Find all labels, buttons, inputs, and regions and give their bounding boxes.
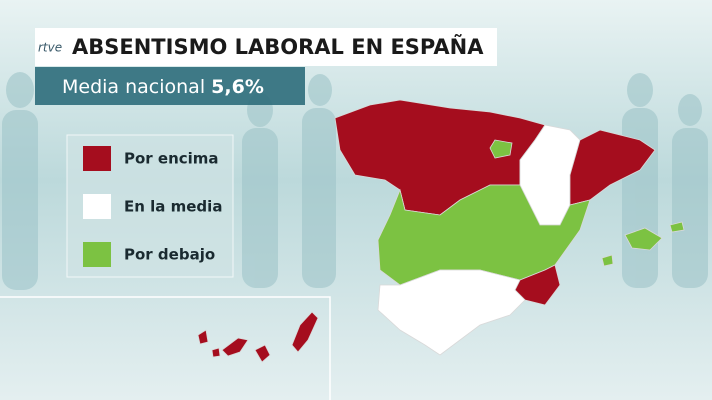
region-ibiza xyxy=(601,254,614,267)
region-canarias-gomera xyxy=(211,347,221,358)
legend-label: Por debajo xyxy=(124,246,215,264)
legend-label: Por encima xyxy=(124,150,219,168)
region-andalucia xyxy=(377,269,526,356)
legend-swatch xyxy=(83,242,111,267)
logo: rtve xyxy=(38,41,62,55)
region-la-rioja xyxy=(489,139,513,159)
region-canarias-tf xyxy=(221,337,249,357)
subtitle-text: Media nacional xyxy=(62,76,205,98)
crowd-silhouettes xyxy=(2,72,708,290)
subtitle: Media nacional 5,6% xyxy=(62,76,264,98)
title-box xyxy=(35,28,497,66)
title: ABSENTISMO LABORAL EN ESPAÑA xyxy=(72,34,484,59)
region-center xyxy=(377,184,591,286)
legend-label: En la media xyxy=(124,198,222,216)
region-canarias-west xyxy=(197,329,209,345)
subtitle-box xyxy=(35,67,305,105)
region-baleares xyxy=(624,227,663,251)
legend: Por encima En la media Por debajo xyxy=(83,146,222,267)
legend-swatch xyxy=(83,194,111,219)
canary-frame xyxy=(0,296,331,400)
region-catalonia xyxy=(569,129,656,206)
legend-swatch xyxy=(83,146,111,171)
map xyxy=(197,99,685,363)
region-canarias-gc xyxy=(254,344,271,363)
region-canarias-east xyxy=(291,311,319,353)
subtitle-value: 5,6% xyxy=(211,76,264,98)
region-menorca xyxy=(669,221,685,233)
